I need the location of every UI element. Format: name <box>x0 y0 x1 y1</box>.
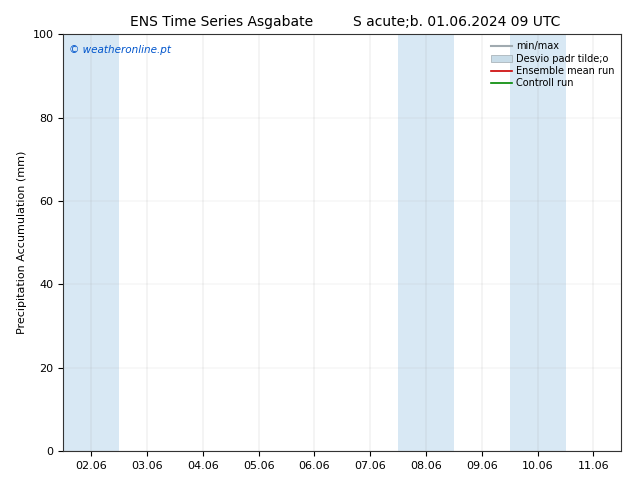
Bar <box>63 34 119 451</box>
Text: ENS Time Series Asgabate: ENS Time Series Asgabate <box>131 15 313 29</box>
Text: S acute;b. 01.06.2024 09 UTC: S acute;b. 01.06.2024 09 UTC <box>353 15 560 29</box>
Text: © weatheronline.pt: © weatheronline.pt <box>69 45 171 55</box>
Legend: min/max, Desvio padr tilde;o, Ensemble mean run, Controll run: min/max, Desvio padr tilde;o, Ensemble m… <box>489 39 616 90</box>
Bar <box>510 34 566 451</box>
Bar <box>398 34 454 451</box>
Y-axis label: Precipitation Accumulation (mm): Precipitation Accumulation (mm) <box>17 151 27 334</box>
